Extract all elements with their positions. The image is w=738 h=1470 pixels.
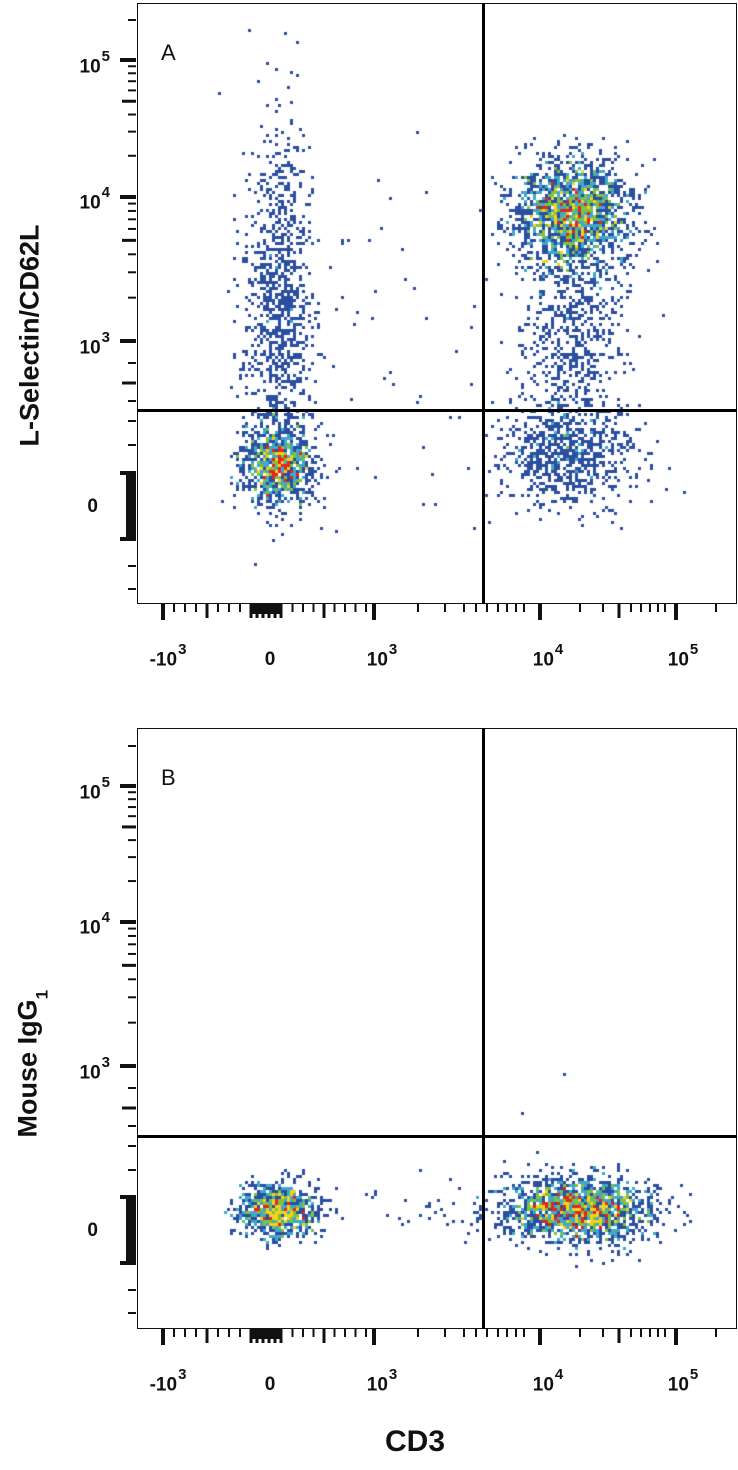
axis-ticks-a [120,19,717,620]
x-axis-title: CD3 [385,1425,446,1458]
x-tick-label-a-1e4: 104 [532,641,564,671]
quadrant-gate-horizontal-b[interactable] [137,1135,737,1138]
quadrant-gate-vertical-b[interactable] [482,728,485,1329]
panel-a: A 105 104 103 0 -103 0 103 104 105 L-Sel… [0,0,738,720]
x-tick-label-b-1e5: 105 [667,1366,699,1396]
y-tick-label-a-0: 0 [87,496,98,517]
x-tick-label-b-1e4: 104 [532,1366,564,1396]
y-tick-label-a-1e4: 104 [79,184,110,214]
x-tick-label-a-neg1e3: -103 [149,641,187,671]
x-tick-label-a-1e3: 103 [366,641,398,671]
y-tick-label-b-0: 0 [87,1220,98,1241]
x-tick-label-b-1e3: 103 [366,1366,398,1396]
x-tick-label-b-0: 0 [264,1374,276,1395]
y-axis-title-b: Mouse IgG1 [12,989,52,1138]
y-tick-label-a-1e5: 105 [79,48,110,78]
plot-frame-b [137,728,737,1329]
x-tick-label-a-0: 0 [264,649,276,670]
y-tick-label-b-1e3: 103 [79,1054,110,1084]
x-tick-label-b-neg1e3: -103 [149,1366,187,1396]
y-axis-title-a: L-Selectin/CD62L [14,224,45,447]
x-tick-label-a-1e5: 105 [667,641,699,671]
y-tick-label-b-1e5: 105 [79,774,110,804]
y-tick-label-b-1e4: 104 [79,909,110,939]
panel-letter-b: B [161,765,176,790]
